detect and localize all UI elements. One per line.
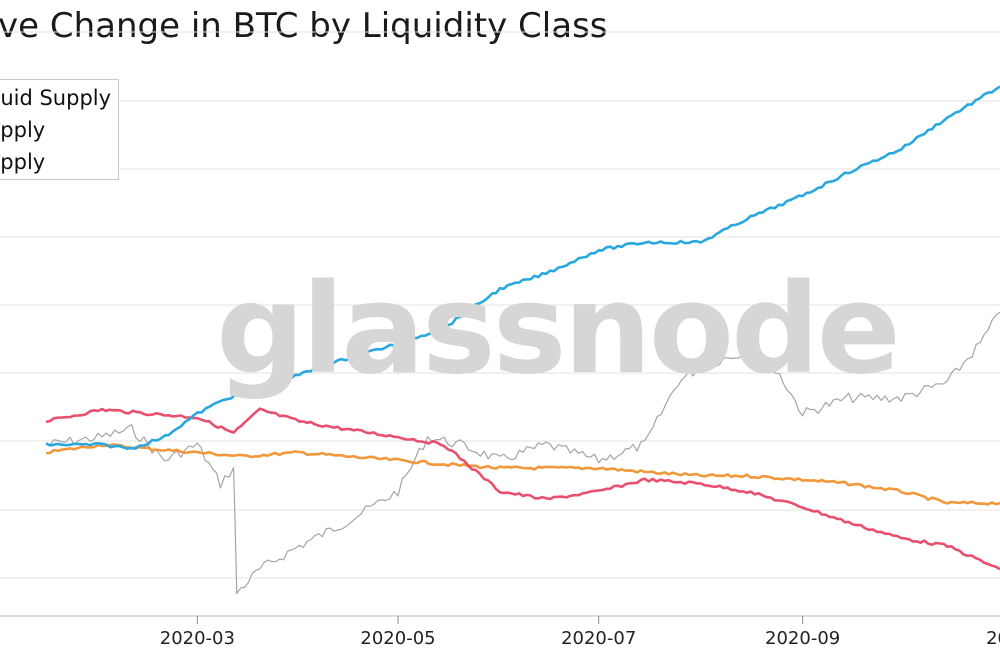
series-line-3 (46, 443, 1000, 506)
x-tick-label: 202 (986, 628, 1000, 649)
series-line-1 (45, 85, 1000, 451)
x-axis: 2020-03 2020-05 2020-07 2020-09 202 (160, 616, 1000, 649)
grid (0, 31, 1000, 617)
legend: quid Supply upply upply (0, 79, 119, 180)
series-lines (45, 85, 1000, 595)
legend-item-3: upply (0, 150, 46, 174)
x-tick-label: 2020-03 (160, 628, 235, 649)
series-line-4 (46, 311, 1000, 595)
legend-item-2: upply (0, 118, 46, 142)
x-tick-label: 2020-05 (360, 628, 435, 649)
watermark-logo: glassnode (216, 258, 901, 402)
legend-item-1: quid Supply (0, 86, 112, 110)
chart-title: ve Change in BTC by Liquidity Class (0, 6, 608, 46)
x-tick-label: 2020-07 (561, 628, 636, 649)
x-tick-label: 2020-09 (765, 628, 840, 649)
series-line-2 (45, 407, 1000, 571)
